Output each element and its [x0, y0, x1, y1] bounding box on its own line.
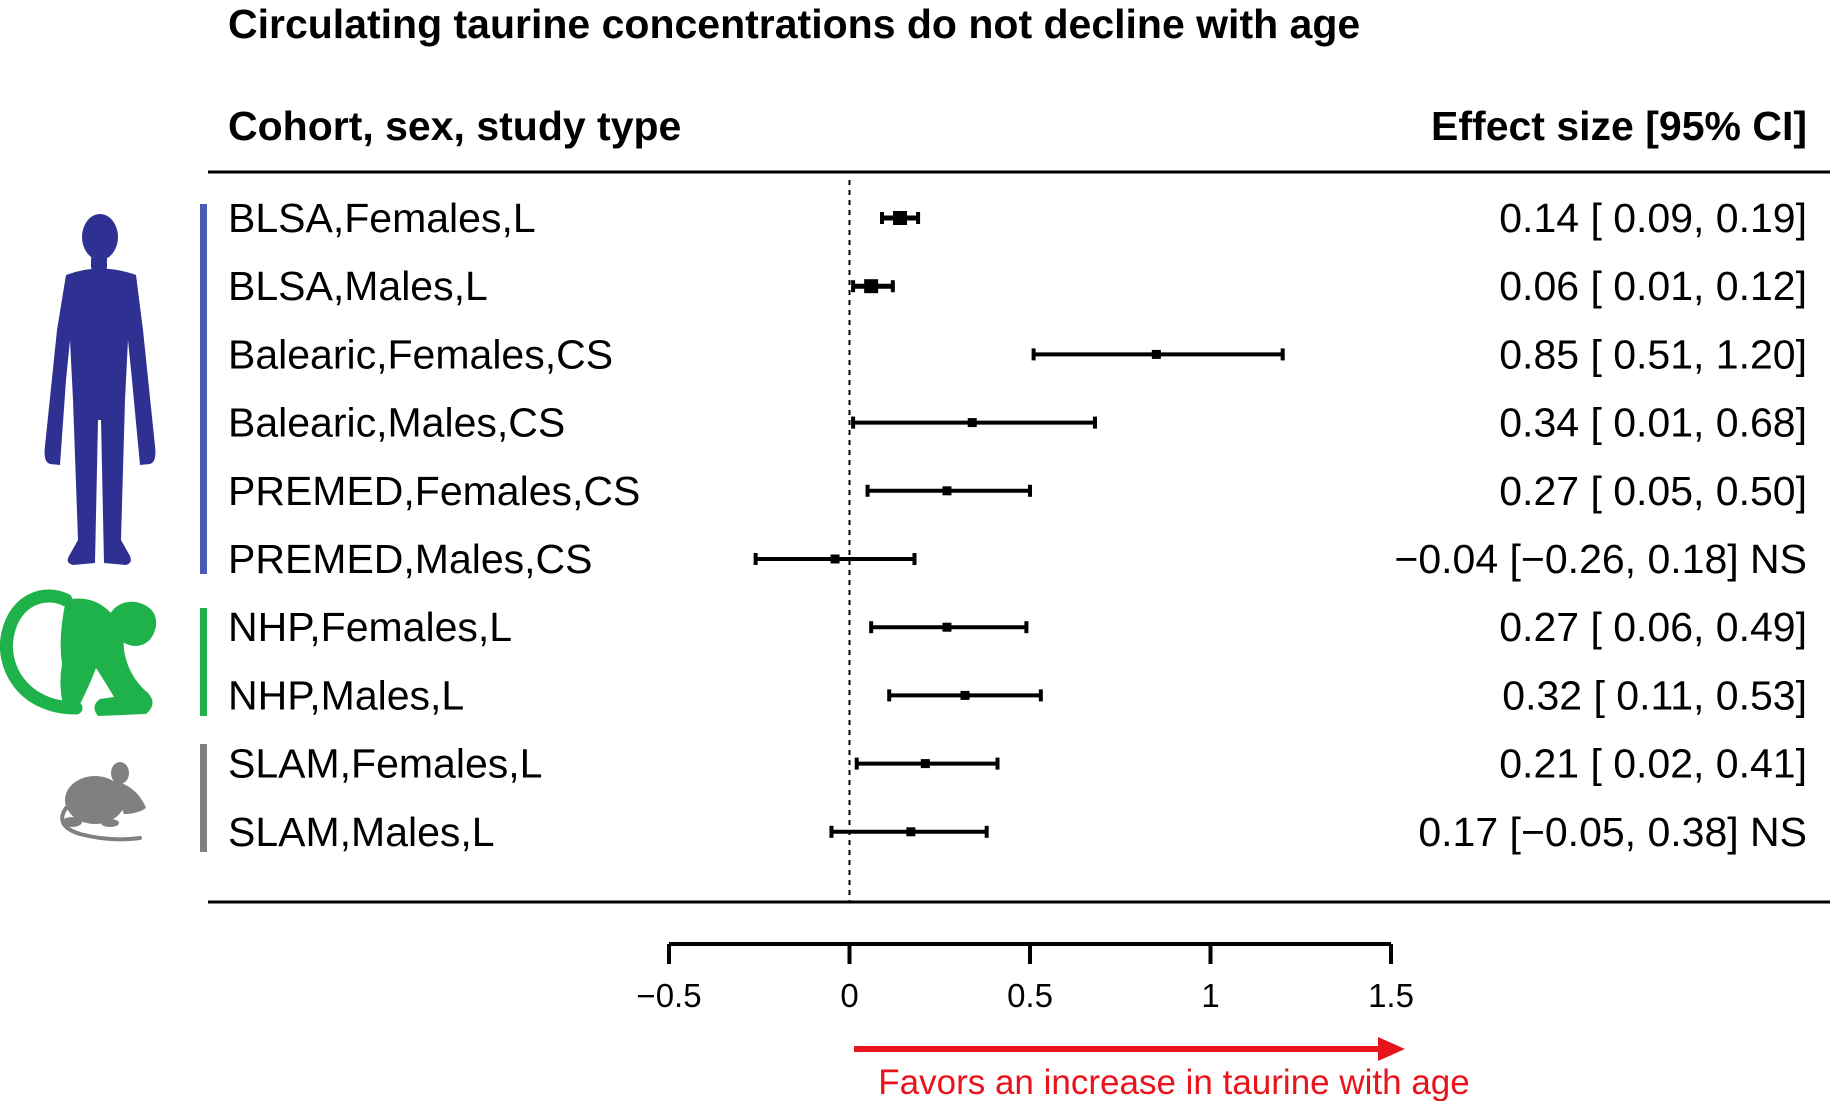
effect-size-text: 0.27 [ 0.06, 0.49]: [1499, 604, 1807, 650]
point-estimate: [920, 759, 930, 769]
x-tick-label: 0: [840, 977, 858, 1014]
human-silhouette-icon: [44, 214, 156, 565]
mouse-silhouette-icon: [60, 762, 146, 842]
x-tick-label: 1: [1201, 977, 1219, 1014]
forest-row: Balearic,Males,CS 0.34 [ 0.01, 0.68]: [228, 400, 1807, 446]
row-label: PREMED,Females,CS: [228, 468, 640, 514]
point-estimate: [1151, 349, 1161, 359]
forest-row: BLSA,Males,L 0.06 [ 0.01, 0.12]: [228, 263, 1807, 309]
x-axis: −0.5 0 0.5 1 1.5: [636, 942, 1414, 1014]
effect-size-text: 0.06 [ 0.01, 0.12]: [1499, 263, 1807, 309]
row-label: Balearic,Females,CS: [228, 331, 613, 377]
effect-size-text: 0.17 [−0.05, 0.38] NS: [1418, 809, 1807, 855]
row-label: NHP,Males,L: [228, 672, 464, 718]
point-estimate: [960, 690, 970, 700]
x-tick-label: −0.5: [636, 977, 701, 1014]
row-label: SLAM,Females,L: [228, 741, 542, 787]
row-label: BLSA,Males,L: [228, 263, 488, 309]
monkey-silhouette-icon: [0, 589, 157, 716]
forest-row: PREMED,Females,CS 0.27 [ 0.05, 0.50]: [228, 468, 1807, 514]
chart-title: Circulating taurine concentrations do no…: [228, 1, 1360, 47]
effect-size-text: 0.21 [ 0.02, 0.41]: [1499, 741, 1807, 787]
right-column-header: Effect size [95% CI]: [1431, 103, 1807, 149]
x-tick-label: 0.5: [1007, 977, 1053, 1014]
mouse-group-bar: [200, 744, 207, 852]
row-label: SLAM,Males,L: [228, 809, 495, 855]
row-label: BLSA,Females,L: [228, 195, 536, 241]
point-estimate: [967, 418, 977, 428]
forest-rows: BLSA,Females,L 0.14 [ 0.09, 0.19] BLSA,Mal…: [228, 195, 1807, 855]
forest-row: SLAM,Males,L 0.17 [−0.05, 0.38] NS: [228, 809, 1807, 855]
point-estimate: [830, 554, 840, 564]
point-estimate: [942, 486, 952, 496]
x-tick-label: 1.5: [1368, 977, 1414, 1014]
point-estimate: [893, 211, 908, 225]
point-estimate: [906, 827, 916, 837]
monkey-group-bar: [200, 608, 207, 716]
effect-size-text: 0.85 [ 0.51, 1.20]: [1499, 331, 1807, 377]
forest-row: Balearic,Females,CS 0.85 [ 0.51, 1.20]: [228, 331, 1807, 377]
forest-row: SLAM,Females,L 0.21 [ 0.02, 0.41]: [228, 741, 1807, 787]
effect-size-text: 0.14 [ 0.09, 0.19]: [1499, 195, 1807, 241]
forest-row: NHP,Males,L 0.32 [ 0.11, 0.53]: [228, 672, 1807, 718]
forest-row: PREMED,Males,CS −0.04 [−0.26, 0.18] NS: [228, 536, 1807, 582]
forest-row: BLSA,Females,L 0.14 [ 0.09, 0.19]: [228, 195, 1807, 241]
favors-increase-arrowhead: [1378, 1037, 1405, 1061]
row-label: NHP,Females,L: [228, 604, 512, 650]
effect-size-text: −0.04 [−0.26, 0.18] NS: [1394, 536, 1807, 582]
row-label: Balearic,Males,CS: [228, 400, 565, 446]
left-column-header: Cohort, sex, study type: [228, 103, 681, 149]
effect-size-text: 0.32 [ 0.11, 0.53]: [1502, 672, 1807, 718]
effect-size-text: 0.27 [ 0.05, 0.50]: [1499, 468, 1807, 514]
point-estimate: [864, 279, 879, 294]
point-estimate: [942, 622, 952, 632]
human-group-bar: [200, 204, 207, 574]
forest-row: NHP,Females,L 0.27 [ 0.06, 0.49]: [228, 604, 1807, 650]
annotation-label: Favors an increase in taurine with age: [878, 1063, 1469, 1101]
row-label: PREMED,Males,CS: [228, 536, 593, 582]
effect-size-text: 0.34 [ 0.01, 0.68]: [1499, 400, 1807, 446]
